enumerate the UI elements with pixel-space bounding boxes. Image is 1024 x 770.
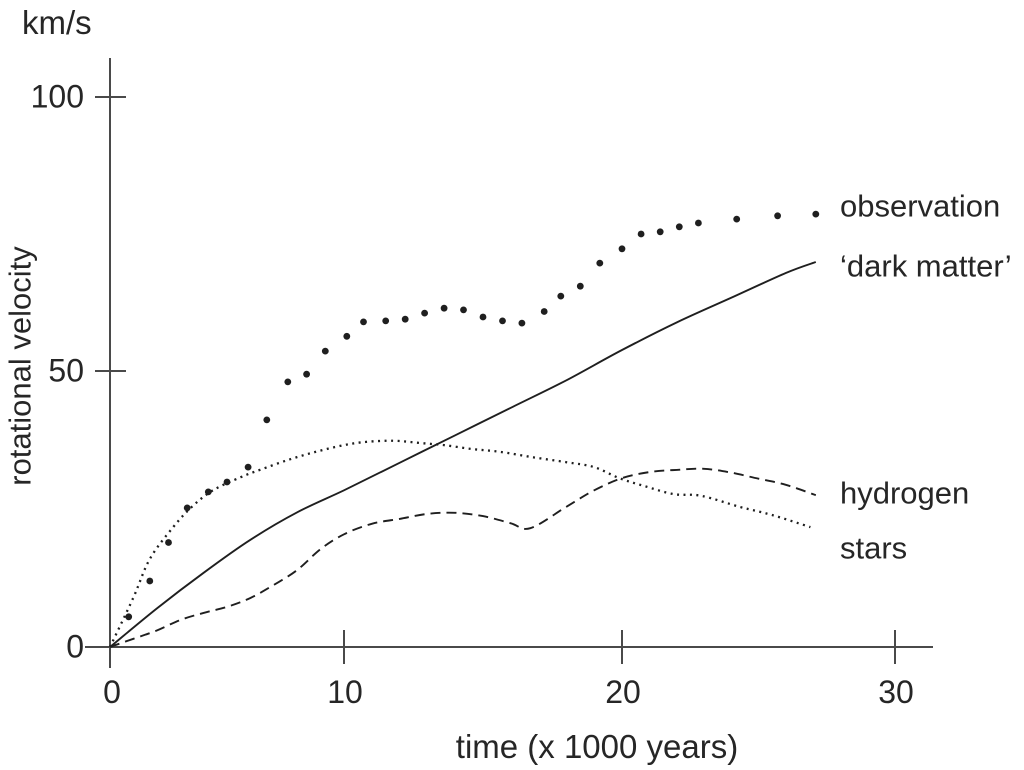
series-point-observation <box>812 210 820 218</box>
series-point-observation <box>125 613 133 621</box>
series-point-observation <box>576 282 584 290</box>
series-point-observation <box>637 230 645 238</box>
series-point-observation <box>421 309 428 317</box>
series-point-observation <box>223 478 231 486</box>
series-point-observation <box>596 259 604 267</box>
series-point-observation <box>401 315 409 323</box>
legend-observation: observation <box>840 188 1001 224</box>
y-tick-label-0: 0 <box>66 628 84 665</box>
series-curve-stars <box>108 439 811 648</box>
series-point-observation <box>343 332 351 340</box>
series-point-observation <box>460 306 467 314</box>
y-tick-label-100: 100 <box>30 78 84 115</box>
legend-hydrogen: hydrogen <box>840 475 970 511</box>
axes <box>85 58 933 668</box>
series-layer <box>108 210 820 648</box>
series-point-observation <box>165 539 172 546</box>
series-point-observation <box>284 378 292 386</box>
series-point-observation <box>382 317 390 325</box>
series-point-observation <box>656 228 664 236</box>
series-point-observation <box>774 212 781 220</box>
series-point-observation <box>321 347 329 355</box>
x-tick-label-30: 30 <box>878 674 914 710</box>
series-point-observation <box>244 463 252 471</box>
series-point-observation <box>675 223 683 231</box>
series-point-observation <box>618 245 626 253</box>
series-point-observation <box>540 308 548 315</box>
series-point-observation <box>146 577 154 585</box>
series-point-observation <box>695 219 702 227</box>
series-point-observation <box>263 416 271 424</box>
y-tick-label-50: 50 <box>48 352 84 389</box>
legend-stars: stars <box>840 530 908 566</box>
series-point-observation <box>557 292 565 300</box>
series-curve-hydrogen <box>109 467 817 648</box>
y-axis-unit-label: km/s <box>22 4 92 41</box>
series-point-observation <box>360 318 367 326</box>
series-point-observation <box>440 304 448 312</box>
legend-dark-matter: ‘dark matter’ <box>840 248 1012 284</box>
x-tick-label-0: 0 <box>103 674 121 710</box>
x-tick-label-10: 10 <box>327 674 363 710</box>
series-point-observation <box>518 319 526 327</box>
series-curve-dark_matter <box>109 261 817 648</box>
x-tick-label-20: 20 <box>605 674 641 710</box>
series-point-observation <box>479 313 487 321</box>
x-axis-title: time (x 1000 years) <box>455 728 739 765</box>
series-point-observation <box>733 215 741 223</box>
series-point-observation <box>303 370 310 378</box>
series-point-observation <box>183 504 191 512</box>
series-point-observation <box>499 317 506 325</box>
